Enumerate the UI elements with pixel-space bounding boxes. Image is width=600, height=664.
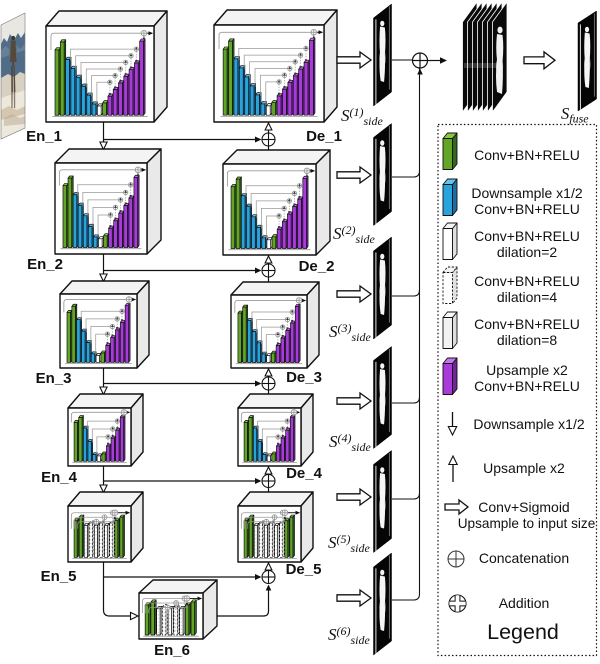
svg-text:En_5: En_5 bbox=[41, 568, 77, 585]
svg-text:Conv+BN+RELU: Conv+BN+RELU bbox=[474, 316, 580, 332]
svg-text:dilation=4: dilation=4 bbox=[497, 289, 558, 305]
svg-text:De_2: De_2 bbox=[299, 258, 335, 275]
svg-text:De_1: De_1 bbox=[306, 128, 342, 145]
svg-text:En_3: En_3 bbox=[36, 370, 72, 387]
svg-text:Conv+BN+RELU: Conv+BN+RELU bbox=[474, 201, 580, 217]
svg-text:En_6: En_6 bbox=[154, 642, 190, 659]
svg-text:De_5: De_5 bbox=[286, 561, 322, 578]
svg-text:Conv+BN+RELU: Conv+BN+RELU bbox=[474, 378, 580, 394]
svg-text:Conv+Sigmoid: Conv+Sigmoid bbox=[478, 499, 569, 515]
svg-text:Conv+BN+RELU: Conv+BN+RELU bbox=[474, 273, 580, 289]
svg-text:Upsample x2: Upsample x2 bbox=[486, 362, 568, 378]
svg-text:dilation=8: dilation=8 bbox=[497, 332, 558, 348]
svg-text:Concatenation: Concatenation bbox=[479, 550, 569, 566]
svg-text:En_1: En_1 bbox=[26, 128, 62, 145]
svg-text:Downsample x1/2: Downsample x1/2 bbox=[473, 416, 584, 432]
svg-text:En_4: En_4 bbox=[41, 469, 78, 486]
svg-text:Conv+BN+RELU: Conv+BN+RELU bbox=[474, 147, 580, 163]
svg-text:De_3: De_3 bbox=[286, 369, 322, 386]
svg-text:Downsample x1/2: Downsample x1/2 bbox=[471, 185, 582, 201]
svg-text:En_2: En_2 bbox=[27, 256, 63, 273]
svg-text:dilation=2: dilation=2 bbox=[497, 244, 558, 260]
svg-text:De_4: De_4 bbox=[286, 465, 323, 482]
svg-text:Upsample to input size: Upsample to input size bbox=[458, 516, 596, 531]
svg-text:Addition: Addition bbox=[499, 595, 550, 611]
svg-text:Legend: Legend bbox=[487, 620, 559, 644]
svg-text:Upsample x2: Upsample x2 bbox=[483, 460, 565, 476]
svg-text:Conv+BN+RELU: Conv+BN+RELU bbox=[474, 228, 580, 244]
